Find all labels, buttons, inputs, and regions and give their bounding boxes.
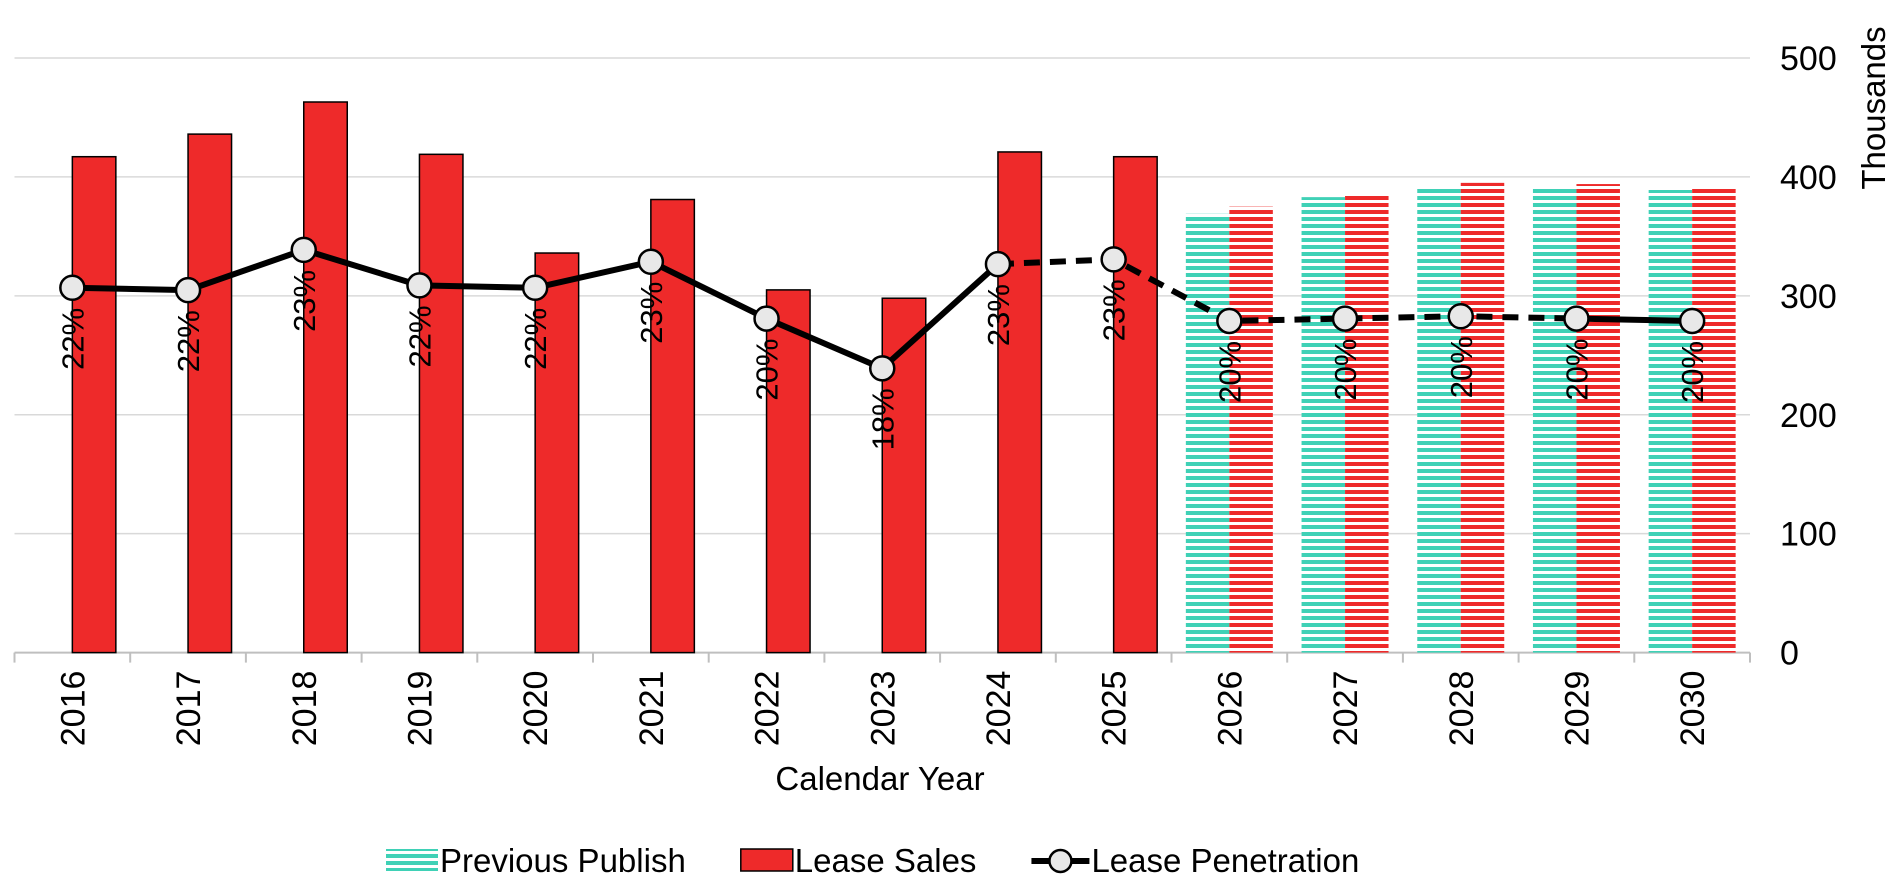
line-marker <box>1563 305 1590 332</box>
x-tick-label: 2028 <box>1443 671 1481 747</box>
x-tick-label: 2027 <box>1327 671 1365 747</box>
data-label: 22% <box>518 308 553 370</box>
x-tick-label: 2023 <box>864 671 902 747</box>
data-label: 23% <box>634 282 669 344</box>
y-tick-label: 100 <box>1780 516 1837 554</box>
y-axis-title: Thousands <box>1855 26 1892 189</box>
x-axis-title: Calendar Year <box>775 760 984 797</box>
y-tick-label: 300 <box>1780 278 1837 316</box>
x-tick-label: 2026 <box>1211 671 1249 747</box>
line-marker <box>59 274 86 302</box>
y-tick-label: 0 <box>1780 635 1799 673</box>
legend-label: Lease Sales <box>795 842 977 879</box>
data-label: 18% <box>865 388 900 450</box>
bar <box>1112 155 1158 654</box>
bar <box>1576 184 1620 653</box>
bar <box>187 133 233 654</box>
line-marker <box>984 250 1012 278</box>
bar <box>997 151 1043 654</box>
legend-swatch <box>740 848 794 872</box>
legend-item: Lease Penetration <box>1031 842 1359 879</box>
line-marker <box>521 274 549 302</box>
line-marker <box>1331 305 1359 332</box>
bar <box>765 289 811 654</box>
line-marker <box>869 355 896 382</box>
line-marker <box>290 236 317 264</box>
data-label: 20% <box>1328 339 1363 401</box>
x-tick-label: 2019 <box>401 671 439 747</box>
bar <box>1417 188 1461 653</box>
y-tick-label: 400 <box>1780 159 1837 197</box>
line-marker <box>1100 246 1127 273</box>
legend-swatch <box>386 849 438 871</box>
legend-item: Previous Publish <box>386 842 686 879</box>
bar <box>1460 182 1505 653</box>
x-tick-label: 2029 <box>1558 671 1596 747</box>
legend-label: Lease Penetration <box>1091 842 1359 879</box>
legend-swatch <box>1048 848 1073 874</box>
line-marker <box>406 272 433 299</box>
bar <box>1185 213 1230 653</box>
bar <box>418 153 464 654</box>
bar <box>1301 197 1346 653</box>
line <box>1576 315 1693 324</box>
data-label: 22% <box>171 310 206 372</box>
x-tick-label: 2017 <box>170 671 208 747</box>
data-label: 23% <box>1097 279 1132 341</box>
bar <box>1345 193 1389 653</box>
bar <box>1229 206 1273 653</box>
line-marker <box>637 248 665 275</box>
y-tick-label: 200 <box>1780 397 1837 435</box>
x-tick-label: 2020 <box>517 671 555 747</box>
legend-item: Lease Sales <box>740 842 977 879</box>
data-label: 20% <box>1675 341 1710 403</box>
bar <box>1692 188 1736 653</box>
x-tick-label: 2025 <box>1096 671 1134 747</box>
x-tick-label: 2022 <box>749 671 787 747</box>
bar <box>881 297 927 654</box>
x-tick-label: 2018 <box>286 671 324 747</box>
bar <box>1648 190 1693 653</box>
line-marker <box>174 276 202 304</box>
data-label: 23% <box>287 270 322 332</box>
x-tick-label: 2016 <box>54 671 92 747</box>
data-label: 20% <box>1559 339 1594 401</box>
line-marker <box>753 305 780 332</box>
y-tick-label: 500 <box>1780 40 1837 78</box>
line <box>997 256 1577 324</box>
bar <box>1532 186 1577 653</box>
bar <box>71 155 117 654</box>
data-label: 20% <box>1212 341 1247 403</box>
legend-label: Previous Publish <box>440 842 686 879</box>
data-label: 22% <box>55 308 90 370</box>
x-tick-label: 2024 <box>980 671 1018 747</box>
bar <box>303 101 348 654</box>
data-label: 23% <box>981 284 1016 346</box>
data-label: 20% <box>1444 336 1479 398</box>
bar <box>534 252 580 654</box>
x-tick-label: 2021 <box>633 671 671 747</box>
line-marker <box>1216 307 1243 335</box>
data-label: 22% <box>402 305 437 367</box>
line-marker <box>1447 302 1474 330</box>
line-marker <box>1678 307 1706 335</box>
data-label: 20% <box>750 339 785 401</box>
x-tick-label: 2030 <box>1674 671 1712 747</box>
